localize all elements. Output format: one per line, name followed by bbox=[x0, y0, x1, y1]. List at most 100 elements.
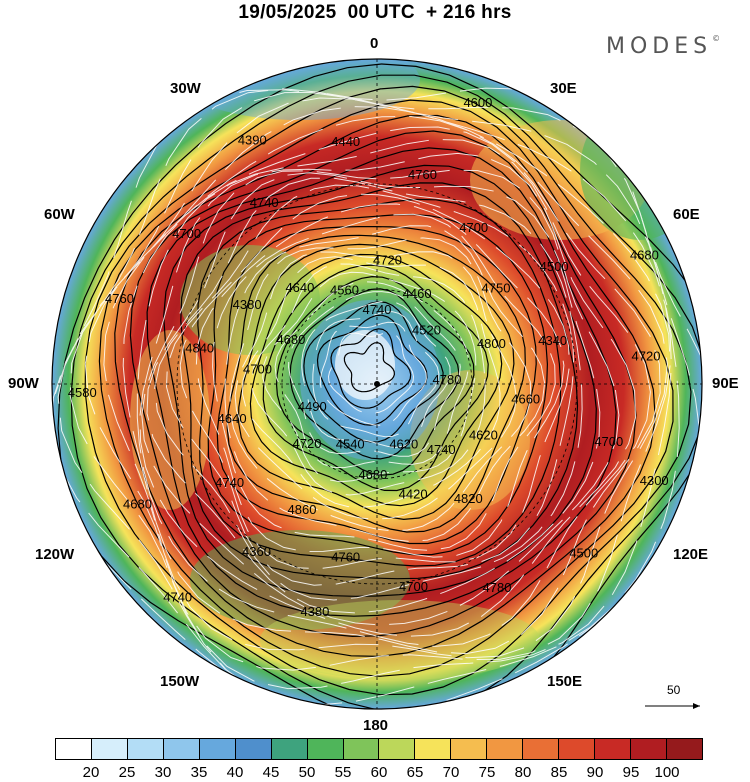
streamline bbox=[146, 172, 601, 614]
streamline bbox=[319, 321, 427, 426]
contour-line bbox=[146, 147, 617, 617]
contour-label: 4700 bbox=[459, 220, 488, 235]
height-contours bbox=[57, 63, 702, 709]
colorbar-tick-label: 70 bbox=[442, 764, 460, 781]
contour-label: 4740 bbox=[363, 302, 392, 317]
contour-label: 4390 bbox=[238, 133, 267, 148]
colorbar-tick-label: 35 bbox=[190, 764, 208, 781]
streamline bbox=[224, 225, 546, 543]
colorbar-cell bbox=[56, 739, 92, 759]
contour-label: 4540 bbox=[336, 437, 365, 452]
contour-label: 4620 bbox=[469, 427, 498, 442]
colorbar-cell bbox=[666, 739, 702, 759]
streamline bbox=[154, 177, 583, 601]
colorbar-tick-label: 65 bbox=[406, 764, 424, 781]
colorbar-tick-label: 30 bbox=[154, 764, 172, 781]
colorbar bbox=[55, 738, 703, 760]
wind-scale-arrow bbox=[645, 703, 700, 709]
wind-scale-label: 50 bbox=[667, 683, 681, 697]
streamline bbox=[141, 169, 620, 626]
colorbar-tick-label: 90 bbox=[586, 764, 604, 781]
contour-label: 4640 bbox=[285, 280, 314, 295]
lon-label-90w: 90W bbox=[8, 375, 39, 392]
contour-line bbox=[180, 182, 579, 580]
colorbar-cell bbox=[235, 739, 272, 759]
wind-patch bbox=[260, 600, 540, 680]
contour-line bbox=[207, 213, 549, 556]
contour-label: 4620 bbox=[389, 437, 418, 452]
colorbar-cell bbox=[487, 739, 524, 759]
colorbar-cell bbox=[415, 739, 452, 759]
contour-label: 4780 bbox=[433, 372, 462, 387]
contour-label: 4500 bbox=[540, 259, 569, 274]
streamline bbox=[84, 106, 671, 671]
contour-label: 4580 bbox=[68, 385, 97, 400]
contour-label: 4660 bbox=[511, 392, 540, 407]
streamline bbox=[287, 291, 461, 457]
contour-label: 4490 bbox=[298, 399, 327, 414]
streamline bbox=[195, 203, 565, 558]
streamline bbox=[57, 91, 680, 706]
colorbar-cell bbox=[199, 739, 236, 759]
wind-patch bbox=[130, 330, 210, 510]
contour-label: 4700 bbox=[172, 226, 201, 241]
wind-patch bbox=[335, 330, 395, 400]
contour-label: 4860 bbox=[288, 502, 317, 517]
contour-label: 4720 bbox=[632, 349, 661, 364]
contour-line bbox=[249, 253, 503, 507]
streamline bbox=[69, 97, 672, 690]
colorbar-tick-label: 45 bbox=[262, 764, 280, 781]
contour-label: 4440 bbox=[331, 134, 360, 149]
contour-label: 4820 bbox=[454, 491, 483, 506]
contour-label: 4300 bbox=[640, 473, 669, 488]
contour-label: 4780 bbox=[483, 580, 512, 595]
lon-label-150w: 150W bbox=[160, 673, 200, 690]
contour-label: 4700 bbox=[399, 579, 428, 594]
streamline bbox=[250, 263, 486, 496]
streamline bbox=[136, 138, 651, 647]
contour-label: 4380 bbox=[300, 604, 329, 619]
lon-label-60e: 60E bbox=[673, 206, 700, 223]
colorbar-cell bbox=[271, 739, 308, 759]
contour-label: 4680 bbox=[123, 497, 152, 512]
streamline bbox=[234, 251, 517, 520]
contour-line bbox=[316, 314, 428, 426]
colorbar-cell bbox=[523, 739, 560, 759]
contour-label: 4360 bbox=[242, 544, 271, 559]
colorbar-tick-label: 95 bbox=[622, 764, 640, 781]
lon-label-30w: 30W bbox=[170, 80, 201, 97]
lon-label-60w: 60W bbox=[44, 206, 75, 223]
colorbar-cell bbox=[631, 739, 667, 759]
lon-label-120w: 120W bbox=[35, 546, 75, 563]
streamline bbox=[165, 184, 575, 586]
contour-label: 4760 bbox=[105, 291, 134, 306]
colorbar-cell bbox=[127, 739, 164, 759]
lon-label-120e: 120E bbox=[673, 546, 709, 563]
colorbar-cell bbox=[379, 739, 416, 759]
streamline bbox=[103, 115, 668, 659]
contour-label: 4760 bbox=[331, 549, 360, 564]
lon-label-90e: 90E bbox=[712, 375, 739, 392]
contour-label: 4340 bbox=[538, 333, 567, 348]
colorbar-cell bbox=[595, 739, 631, 759]
contour-label: 4680 bbox=[630, 247, 659, 262]
contour-label: 4840 bbox=[185, 341, 214, 356]
contour-label: 4720 bbox=[293, 436, 322, 451]
contour-label: 4640 bbox=[218, 411, 247, 426]
colorbar-tick-label: 100 bbox=[654, 764, 680, 781]
contour-line bbox=[197, 198, 562, 567]
contour-line bbox=[275, 275, 475, 476]
lon-label-150e: 150E bbox=[547, 673, 583, 690]
contour-line bbox=[226, 234, 526, 533]
contour-label: 4680 bbox=[276, 332, 305, 347]
contour-label: 4380 bbox=[233, 297, 262, 312]
colorbar-ticks: 20 25 30 35 40 45 50 55 60 65 70 75 80 85 90 95 100 bbox=[55, 764, 703, 782]
wind-patch bbox=[190, 530, 410, 630]
streamline bbox=[301, 300, 451, 448]
streamline bbox=[241, 256, 501, 508]
contour-label: 4700 bbox=[243, 362, 272, 377]
map-border bbox=[51, 58, 703, 710]
streamline bbox=[122, 126, 661, 655]
contour-label: 4720 bbox=[373, 253, 402, 268]
